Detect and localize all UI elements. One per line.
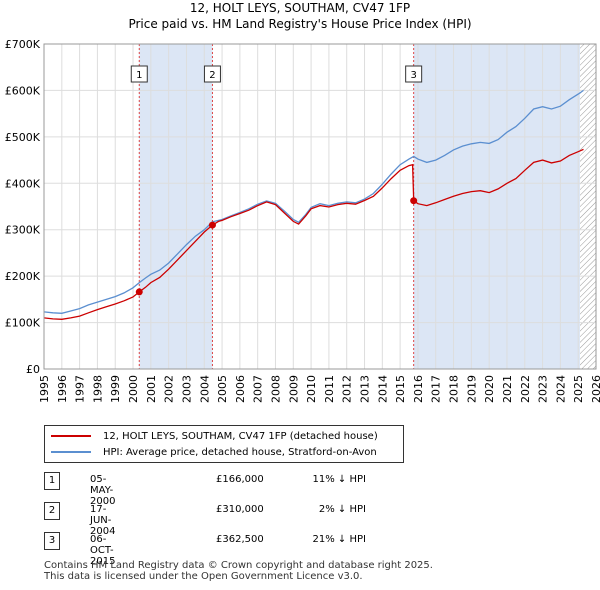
- y-tick-label: £0: [26, 363, 40, 376]
- sale-point: [135, 288, 143, 296]
- x-tick-label: 2017: [430, 375, 443, 403]
- y-tick-label: £100K: [5, 317, 41, 330]
- x-tick-label: 2024: [554, 375, 567, 403]
- sale-date: 05-MAY-2000: [90, 474, 116, 507]
- sale-number: 2: [44, 502, 60, 520]
- licence-notice: This data is licensed under the Open Gov…: [44, 571, 363, 582]
- y-tick-label: £600K: [5, 84, 41, 97]
- y-tick-label: £700K: [5, 38, 41, 51]
- hpi-series-line: [43, 89, 584, 314]
- y-tick-label: £500K: [5, 131, 41, 144]
- forecast-hatch: [579, 44, 596, 369]
- x-tick-label: 2020: [483, 375, 496, 403]
- x-tick-label: 2001: [145, 375, 158, 403]
- x-tick-label: 2008: [269, 375, 282, 403]
- x-tick-label: 1998: [91, 375, 104, 403]
- chart-title: 12, HOLT LEYS, SOUTHAM, CV47 1FP: [189, 1, 411, 15]
- sale-price: £310,000: [216, 504, 264, 515]
- sale-number: 3: [44, 532, 60, 550]
- legend-label-property: 12, HOLT LEYS, SOUTHAM, CV47 1FP (detach…: [103, 430, 378, 442]
- x-tick-label: 2003: [180, 375, 193, 403]
- x-tick-label: 2000: [127, 375, 140, 403]
- sale-marker-box: [130, 65, 148, 83]
- chart-subtitle: Price paid vs. HM Land Registry's House …: [128, 17, 472, 31]
- x-tick-label: 2014: [376, 375, 389, 403]
- sale-marker-box: [203, 65, 221, 83]
- sale-hpi-diff: 21% ↓ HPI: [312, 534, 366, 545]
- shaded-period: [139, 44, 213, 369]
- y-tick-label: £300K: [5, 224, 41, 237]
- x-tick-label: 2016: [412, 375, 425, 403]
- sale-price: £166,000: [216, 474, 264, 485]
- price-chart: £0 £100K £200K £300K £400K £500K £600K £700K 199…: [5, 38, 600, 403]
- x-tick-label: 2007: [252, 375, 265, 403]
- sale-date: 17-JUN-2004: [90, 504, 116, 537]
- x-tick-label: 2002: [163, 375, 176, 403]
- x-tick-label: 2018: [448, 375, 461, 403]
- x-tick-label: 2025: [572, 375, 585, 403]
- x-tick-label: 1995: [38, 375, 51, 403]
- x-tick-label: 2010: [305, 375, 318, 403]
- x-tick-label: 1997: [74, 375, 87, 403]
- legend-item-property: 12, HOLT LEYS, SOUTHAM, CV47 1FP (detach…: [51, 429, 378, 443]
- shaded-period: [413, 44, 580, 369]
- sale-price: £362,500: [216, 534, 264, 545]
- y-tick-label: £200K: [5, 270, 41, 283]
- x-tick-label: 2023: [537, 375, 550, 403]
- x-tick-label: 1996: [56, 375, 69, 403]
- sale-marker-box: [405, 65, 423, 83]
- plot-border: [43, 43, 597, 370]
- x-tick-label: 2006: [234, 375, 247, 403]
- x-tick-label: 2026: [590, 375, 600, 403]
- x-tick-label: 2022: [519, 375, 532, 403]
- sale-point: [410, 197, 418, 205]
- x-tick-label: 2019: [465, 375, 478, 403]
- sale-marker-label: 2: [209, 70, 215, 81]
- x-tick-label: 2005: [216, 375, 229, 403]
- sale-hpi-diff: 11% ↓ HPI: [312, 474, 366, 485]
- sale-number: 1: [44, 472, 60, 490]
- legend: 12, HOLT LEYS, SOUTHAM, CV47 1FP (detach…: [44, 425, 404, 463]
- copyright-notice: Contains HM Land Registry data © Crown c…: [44, 560, 433, 571]
- legend-swatch-property: [51, 435, 91, 437]
- x-tick-label: 2009: [287, 375, 300, 403]
- x-tick-label: 2011: [323, 375, 336, 403]
- sale-point: [208, 221, 216, 229]
- legend-item-hpi: HPI: Average price, detached house, Stra…: [51, 445, 377, 459]
- sale-marker-label: 1: [136, 70, 142, 81]
- y-tick-label: £400K: [5, 177, 41, 190]
- x-tick-label: 2021: [501, 375, 514, 403]
- legend-label-hpi: HPI: Average price, detached house, Stra…: [103, 446, 377, 458]
- legend-swatch-hpi: [51, 451, 91, 453]
- x-tick-label: 2012: [341, 375, 354, 403]
- x-tick-label: 2015: [394, 375, 407, 403]
- x-tick-label: 2004: [198, 375, 211, 403]
- x-tick-label: 1999: [109, 375, 122, 403]
- sale-marker-label: 3: [410, 70, 416, 81]
- footer: Contains HM Land Registry data © Crown c…: [44, 560, 433, 582]
- sale-hpi-diff: 2% ↓ HPI: [318, 504, 366, 515]
- x-tick-label: 2013: [359, 375, 372, 403]
- sale-date: 06-OCT-2015: [90, 534, 116, 567]
